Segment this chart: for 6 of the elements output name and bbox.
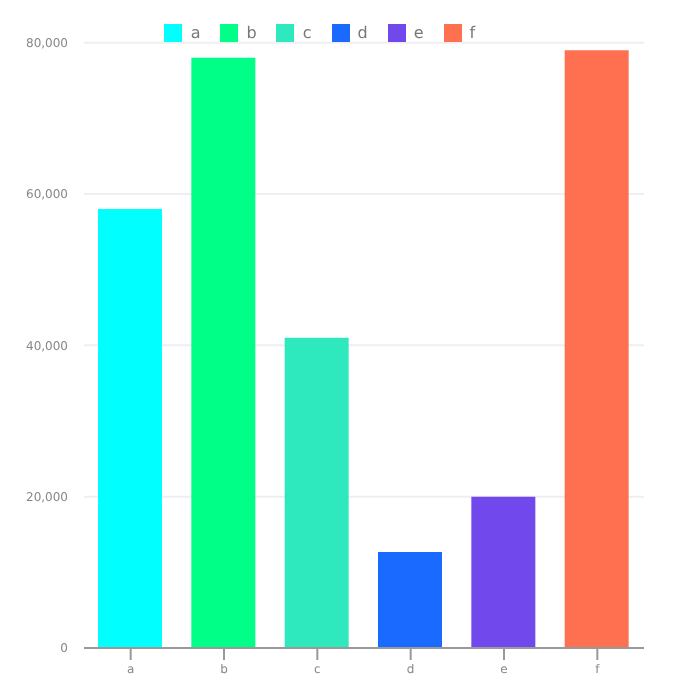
legend-label: f [469,24,476,42]
legend-label: d [357,24,368,42]
legend-label: e [413,24,424,42]
legend-label: a [190,24,201,42]
legend-label: c [302,24,312,42]
legend-label: b [246,24,257,42]
